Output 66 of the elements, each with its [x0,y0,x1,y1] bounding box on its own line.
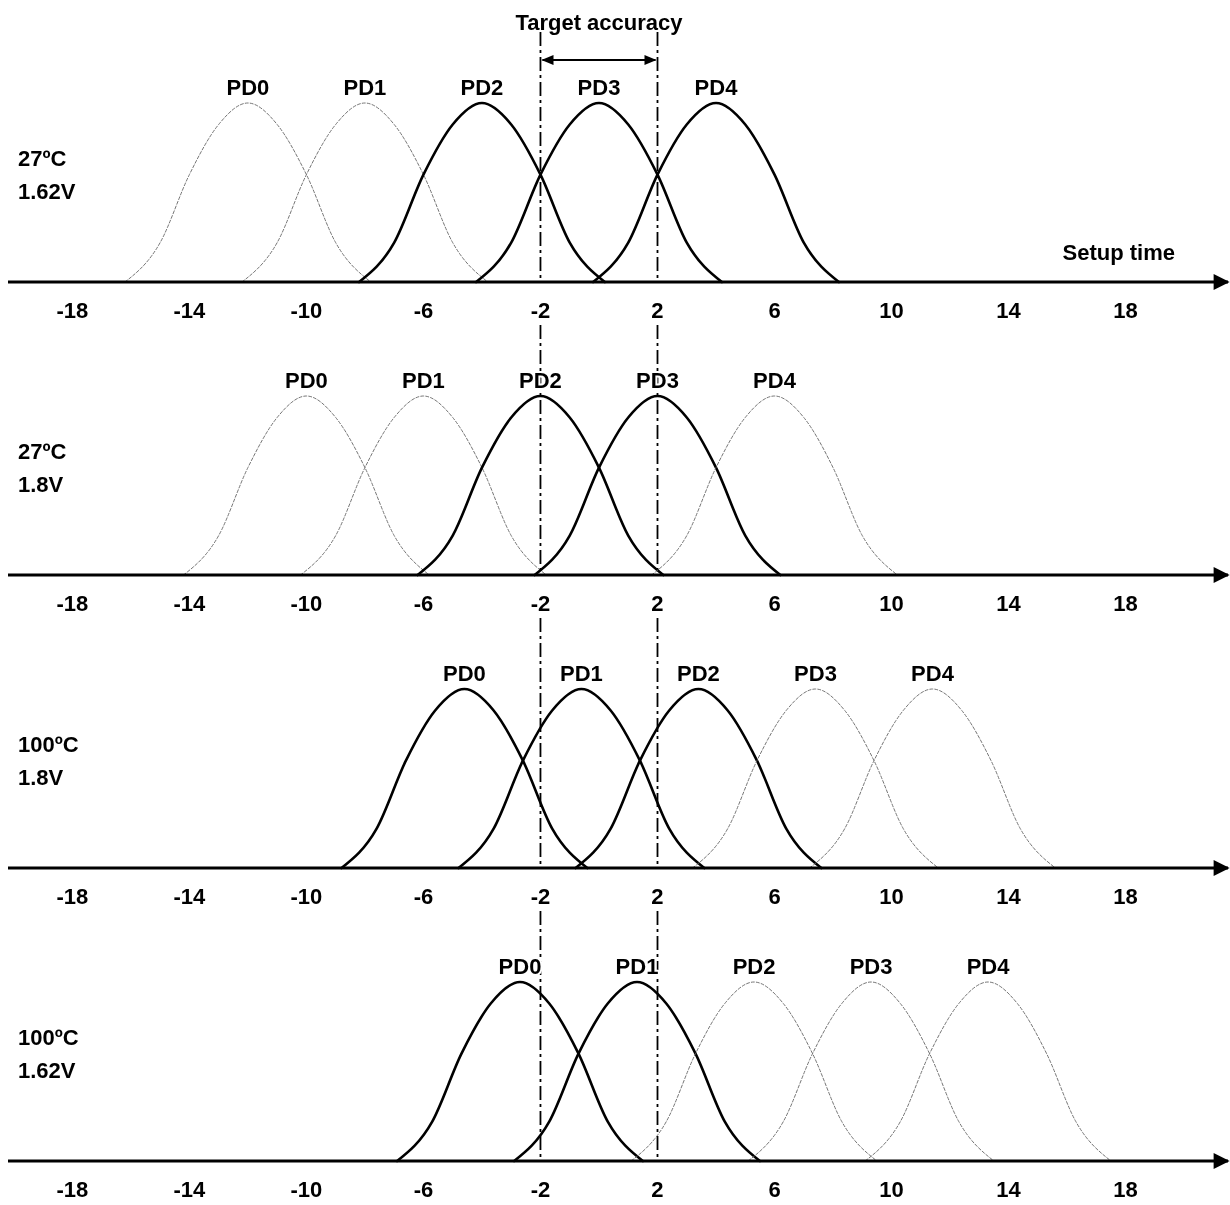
x-tick-label: -14 [173,1177,207,1202]
x-tick-label: -10 [290,591,323,616]
x-tick-label: -10 [290,884,323,909]
x-tick-label: 18 [1113,884,1138,909]
x-tick-label: 6 [768,1177,781,1202]
series-label: PD3 [577,75,621,100]
series-label: PD0 [285,368,328,393]
x-tick-label: 18 [1113,1177,1138,1202]
series-label: PD2 [732,954,776,979]
text: 1.8V [18,765,64,790]
x-tick-label: -6 [413,1177,434,1202]
x-tick-label: -2 [530,591,551,616]
x-tick-label: 6 [768,591,781,616]
series-label: PD3 [849,954,893,979]
series-label: PD0 [226,75,270,100]
x-axis-title: Setup time [1062,240,1175,265]
x-tick-label: -14 [173,298,207,323]
text: 100ºC [18,732,79,757]
series-label: PD3 [794,661,837,686]
x-tick-label: 10 [879,298,904,323]
x-tick-label: -18 [56,298,89,323]
x-tick-label: -18 [56,1177,89,1202]
x-tick-label: -6 [413,298,434,323]
x-tick-label: -18 [56,591,89,616]
x-tick-label: -2 [530,884,551,909]
x-tick-label: -14 [173,591,207,616]
text: 27ºC [18,439,67,464]
text: 27ºC [18,146,67,171]
x-tick-label: 14 [996,298,1022,323]
series-label: PD1 [560,661,603,686]
text: 1.62V [18,179,76,204]
text: 1.62V [18,1058,76,1083]
series-label: PD1 [402,368,445,393]
x-tick-label: 2 [651,884,664,909]
x-tick-label: -6 [413,884,434,909]
x-tick-label: 14 [996,1177,1022,1202]
x-tick-label: 2 [651,298,664,323]
x-tick-label: 14 [996,591,1022,616]
x-tick-label: 2 [651,1177,664,1202]
x-tick-label: -10 [290,1177,323,1202]
series-label: PD2 [460,75,504,100]
series-label: PD4 [911,661,955,686]
x-tick-label: 10 [879,591,904,616]
x-tick-label: 2 [651,591,664,616]
x-tick-label: -14 [173,884,207,909]
x-tick-label: -2 [530,1177,551,1202]
x-tick-label: 10 [879,884,904,909]
x-tick-label: 18 [1113,298,1138,323]
series-label: PD0 [443,661,486,686]
x-tick-label: 10 [879,1177,904,1202]
text: Target accuracy [515,10,684,35]
series-label: PD1 [343,75,387,100]
x-tick-label: -10 [290,298,323,323]
series-label: PD4 [694,75,739,100]
x-tick-label: -2 [530,298,551,323]
x-tick-label: 6 [768,298,781,323]
series-label: PD4 [753,368,797,393]
text: 100ºC [18,1025,79,1050]
x-tick-label: 14 [996,884,1022,909]
x-tick-label: 6 [768,884,781,909]
text: 1.8V [18,472,64,497]
series-label: PD4 [966,954,1011,979]
x-tick-label: -6 [413,591,434,616]
x-tick-label: -18 [56,884,89,909]
series-label: PD2 [677,661,720,686]
x-tick-label: 18 [1113,591,1138,616]
